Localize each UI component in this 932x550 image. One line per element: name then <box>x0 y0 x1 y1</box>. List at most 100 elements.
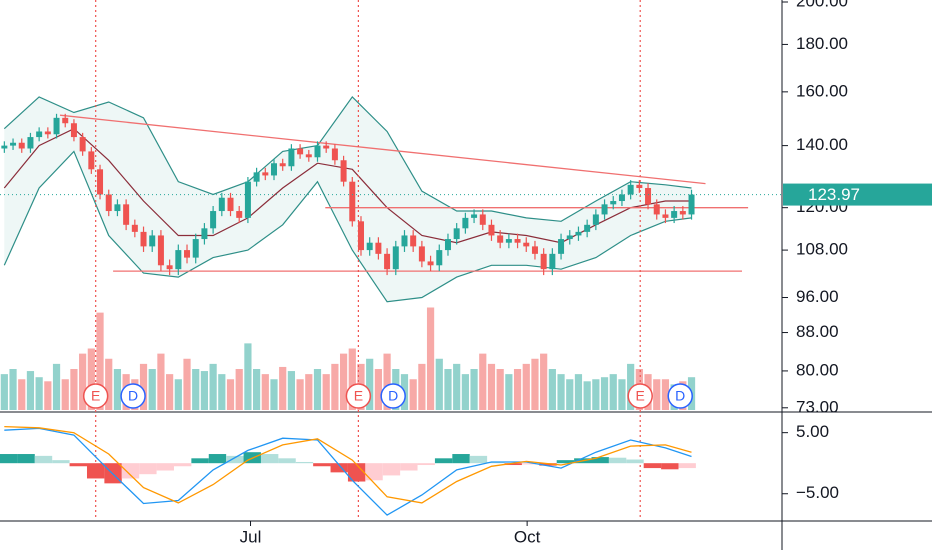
candle-body <box>244 181 251 218</box>
candle-body <box>531 246 538 254</box>
volume-bar <box>366 358 374 410</box>
histogram-bar <box>400 463 418 471</box>
x-tick-label: Oct <box>514 527 541 546</box>
histogram-bar <box>626 459 644 464</box>
candle-body <box>384 253 391 270</box>
volume-bar <box>313 369 322 410</box>
candle-body <box>418 246 425 262</box>
histogram-bar <box>521 463 540 465</box>
candle-body <box>114 204 121 212</box>
volume-bar <box>166 374 174 410</box>
candle-body <box>401 235 408 247</box>
volume-bar <box>322 374 330 410</box>
volume-bar <box>305 374 313 410</box>
candle-body <box>366 242 373 251</box>
candle-body <box>271 163 278 176</box>
candle-body <box>131 224 138 232</box>
candle-body <box>444 239 451 251</box>
y-tick-label: 80.00 <box>796 360 839 379</box>
candle-body <box>44 131 51 135</box>
volume-bar <box>522 363 530 410</box>
candle-body <box>79 137 86 152</box>
last-price-box <box>783 183 932 206</box>
candle-body <box>192 239 199 258</box>
y-tick-label: 88.00 <box>796 322 839 341</box>
y-tick-label: 200.00 <box>796 0 848 10</box>
volume-bar <box>148 369 156 410</box>
volume-bar <box>253 369 261 410</box>
y-tick-label: 140.00 <box>796 135 848 154</box>
histogram-bar <box>504 463 522 466</box>
event-marker <box>345 383 372 409</box>
candle-body <box>471 214 478 218</box>
volume-bar <box>287 371 296 410</box>
volume-bar <box>383 353 391 410</box>
candle-body <box>645 188 652 205</box>
volume-bar <box>157 353 165 410</box>
histogram-bar <box>191 458 209 464</box>
candle-body <box>627 184 634 195</box>
volume-bar <box>52 363 61 410</box>
volume-bar <box>453 363 461 410</box>
event-label: E <box>354 388 363 404</box>
candle-body <box>184 250 191 258</box>
candle-body <box>514 239 521 243</box>
trend-line <box>59 114 706 185</box>
candle-body <box>349 181 356 222</box>
volume-bar <box>44 381 52 410</box>
volume-bar <box>548 369 556 410</box>
candle-body <box>575 231 582 236</box>
candle-body <box>297 148 304 155</box>
dividend-label: D <box>388 388 398 404</box>
candle-body <box>427 261 434 266</box>
candle-body <box>262 172 269 176</box>
histogram-bar <box>52 460 70 464</box>
x-tick-label: Jul <box>240 527 262 546</box>
candle-body <box>505 239 512 243</box>
y-tick-label: 180.00 <box>796 34 848 53</box>
y-tick-label: 73.00 <box>796 397 839 416</box>
candle-body <box>236 211 243 218</box>
volume-bar <box>279 366 287 410</box>
volume-bar <box>331 363 339 410</box>
candle-body <box>123 204 130 225</box>
volume-bar <box>244 343 252 410</box>
volume-bar <box>174 379 182 410</box>
volume-bar <box>505 374 513 410</box>
candle-body <box>679 211 686 215</box>
dividend-marker <box>667 383 693 409</box>
histogram-bar <box>121 463 140 479</box>
candle-body <box>105 194 112 212</box>
y-tick-label: 5.00 <box>796 422 829 441</box>
histogram-bar <box>643 463 662 469</box>
volume-bar <box>444 369 452 410</box>
y-tick-label: 108.00 <box>796 240 848 259</box>
histogram-bar <box>678 463 696 469</box>
macd-line <box>4 427 692 516</box>
candle-body <box>375 242 382 254</box>
candle-body <box>140 231 147 247</box>
volume-bar <box>435 358 443 410</box>
dividend-label: D <box>128 388 138 404</box>
candle-body <box>592 214 599 225</box>
candle-body <box>288 148 295 167</box>
volume-bar <box>26 371 35 410</box>
volume-bar <box>540 353 548 410</box>
histogram-bar <box>313 463 331 467</box>
histogram-bar <box>139 463 157 475</box>
volume-bar <box>426 307 435 410</box>
volume-bar <box>0 374 8 410</box>
volume-bar <box>261 374 269 410</box>
volume-bar <box>105 358 113 410</box>
candle-body <box>323 145 330 149</box>
volume-bar <box>461 374 469 410</box>
y-tick-label: 160.00 <box>796 81 848 100</box>
histogram-bar <box>365 463 383 481</box>
candle-body <box>227 197 234 212</box>
histogram-bar <box>347 463 366 482</box>
histogram-bar <box>382 463 401 476</box>
candle-body <box>97 169 104 195</box>
histogram-bar <box>469 455 488 464</box>
volume-bar <box>661 379 670 410</box>
